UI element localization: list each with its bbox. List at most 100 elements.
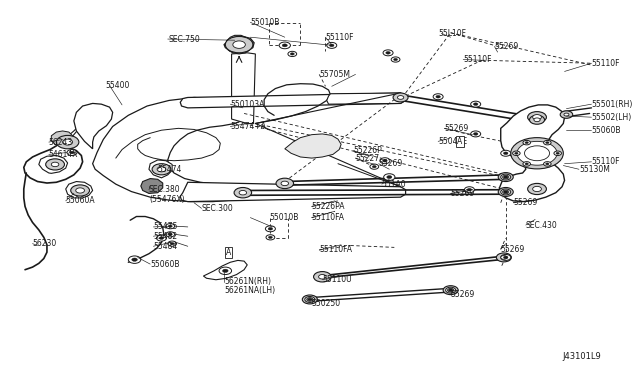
Circle shape: [504, 256, 508, 259]
Circle shape: [76, 188, 84, 193]
Circle shape: [276, 178, 294, 189]
Polygon shape: [180, 182, 406, 202]
Text: J43101L9: J43101L9: [562, 352, 601, 361]
Circle shape: [281, 181, 289, 186]
Circle shape: [266, 235, 275, 240]
Circle shape: [445, 287, 456, 293]
Polygon shape: [39, 155, 68, 173]
Circle shape: [500, 256, 507, 259]
Circle shape: [152, 164, 171, 175]
Circle shape: [233, 41, 245, 48]
Circle shape: [436, 95, 440, 98]
Circle shape: [168, 241, 177, 246]
Circle shape: [159, 237, 164, 240]
Circle shape: [511, 138, 563, 169]
Circle shape: [383, 50, 393, 56]
Text: SEC.430: SEC.430: [526, 221, 557, 230]
Circle shape: [266, 226, 275, 232]
Circle shape: [500, 254, 511, 260]
Text: 55474+A: 55474+A: [230, 122, 266, 131]
Circle shape: [504, 152, 508, 155]
Polygon shape: [327, 93, 406, 104]
Text: 56230: 56230: [33, 239, 57, 248]
Circle shape: [234, 187, 252, 198]
Circle shape: [465, 187, 474, 193]
Circle shape: [525, 146, 550, 161]
Text: 56243: 56243: [49, 138, 73, 147]
Circle shape: [51, 162, 59, 167]
Circle shape: [502, 190, 509, 194]
Text: 55110F: 55110F: [326, 33, 354, 42]
Text: SEC.750: SEC.750: [169, 35, 201, 44]
Circle shape: [291, 53, 294, 55]
Circle shape: [56, 135, 79, 149]
Circle shape: [515, 152, 518, 154]
Circle shape: [500, 174, 511, 180]
Text: 55110F: 55110F: [463, 55, 492, 64]
Text: 55400: 55400: [105, 81, 129, 90]
Circle shape: [387, 176, 392, 179]
Text: 55060B: 55060B: [591, 126, 621, 135]
Polygon shape: [51, 131, 72, 146]
Text: 55502(LH): 55502(LH): [591, 113, 632, 122]
Circle shape: [166, 224, 175, 229]
Circle shape: [449, 289, 453, 292]
Circle shape: [447, 288, 454, 292]
Circle shape: [517, 141, 557, 165]
Circle shape: [383, 174, 395, 180]
Circle shape: [534, 118, 540, 122]
Circle shape: [70, 151, 74, 154]
Polygon shape: [499, 105, 564, 202]
Circle shape: [523, 162, 531, 166]
Circle shape: [397, 96, 404, 99]
Text: 55010B: 55010B: [269, 213, 298, 222]
Circle shape: [168, 225, 172, 227]
Text: 55110FA: 55110FA: [319, 246, 352, 254]
Text: 55110F: 55110F: [591, 59, 620, 68]
Text: SEC.300: SEC.300: [202, 204, 234, 213]
Polygon shape: [74, 103, 113, 149]
Circle shape: [470, 101, 481, 107]
Circle shape: [288, 51, 297, 57]
Text: A: A: [226, 248, 231, 257]
Text: 55269: 55269: [513, 198, 538, 207]
Circle shape: [527, 112, 547, 123]
Circle shape: [308, 298, 312, 301]
Text: 55045E: 55045E: [438, 137, 467, 146]
Circle shape: [502, 175, 509, 179]
Text: 55269: 55269: [495, 42, 518, 51]
Circle shape: [554, 151, 561, 155]
Circle shape: [556, 152, 559, 154]
Circle shape: [223, 269, 228, 272]
Text: 55482: 55482: [154, 232, 177, 241]
Text: 55475: 55475: [154, 222, 178, 231]
Text: A: A: [458, 137, 463, 146]
Text: 55227: 55227: [355, 154, 380, 163]
Circle shape: [513, 151, 520, 155]
Polygon shape: [180, 93, 406, 108]
Text: 550103A: 550103A: [230, 100, 265, 109]
Circle shape: [504, 176, 508, 179]
Circle shape: [497, 253, 511, 262]
Circle shape: [372, 166, 376, 168]
Circle shape: [268, 236, 273, 238]
Circle shape: [302, 295, 317, 304]
Circle shape: [166, 232, 175, 237]
Polygon shape: [149, 160, 172, 178]
Circle shape: [470, 131, 481, 137]
Circle shape: [168, 233, 172, 235]
Text: 55705M: 55705M: [319, 70, 350, 79]
Circle shape: [532, 186, 541, 192]
Text: 55484: 55484: [154, 242, 177, 251]
Polygon shape: [232, 53, 255, 124]
Text: 55130M: 55130M: [579, 165, 610, 174]
Circle shape: [71, 185, 90, 196]
Polygon shape: [204, 260, 247, 280]
Circle shape: [307, 298, 313, 301]
Text: 55474: 55474: [157, 165, 182, 174]
Circle shape: [45, 159, 65, 170]
Circle shape: [529, 115, 545, 124]
Circle shape: [170, 243, 174, 245]
Circle shape: [128, 256, 141, 263]
Text: SEC.380: SEC.380: [149, 185, 180, 194]
